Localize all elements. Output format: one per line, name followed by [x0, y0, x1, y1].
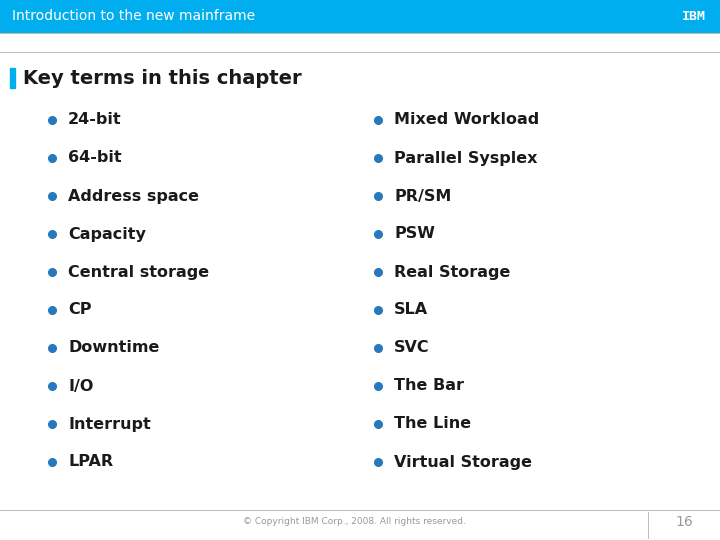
Text: 24-bit: 24-bit [68, 112, 122, 127]
Bar [10, 68, 15, 88]
Text: Interrupt: Interrupt [68, 416, 150, 431]
Text: Capacity: Capacity [68, 226, 146, 241]
Text: SLA: SLA [394, 302, 428, 318]
Text: Downtime: Downtime [68, 341, 159, 355]
Text: Key terms in this chapter: Key terms in this chapter [23, 69, 302, 87]
Text: Mixed Workload: Mixed Workload [394, 112, 539, 127]
Bar [0, 0, 720, 32]
Text: The Bar: The Bar [394, 379, 464, 394]
Text: © Copyright IBM Corp., 2008. All rights reserved.: © Copyright IBM Corp., 2008. All rights … [243, 517, 465, 526]
Text: PSW: PSW [394, 226, 435, 241]
Text: 64-bit: 64-bit [68, 151, 122, 165]
Text: IBM: IBM [682, 10, 706, 23]
Text: The Line: The Line [394, 416, 471, 431]
Text: PR/SM: PR/SM [394, 188, 451, 204]
Text: LPAR: LPAR [68, 455, 113, 469]
Text: Central storage: Central storage [68, 265, 209, 280]
Text: Real Storage: Real Storage [394, 265, 510, 280]
Text: Virtual Storage: Virtual Storage [394, 455, 532, 469]
Text: 16: 16 [675, 515, 693, 529]
Text: Parallel Sysplex: Parallel Sysplex [394, 151, 538, 165]
Text: SVC: SVC [394, 341, 430, 355]
Text: CP: CP [68, 302, 91, 318]
Text: I/O: I/O [68, 379, 94, 394]
Text: Introduction to the new mainframe: Introduction to the new mainframe [12, 9, 255, 23]
Text: Address space: Address space [68, 188, 199, 204]
